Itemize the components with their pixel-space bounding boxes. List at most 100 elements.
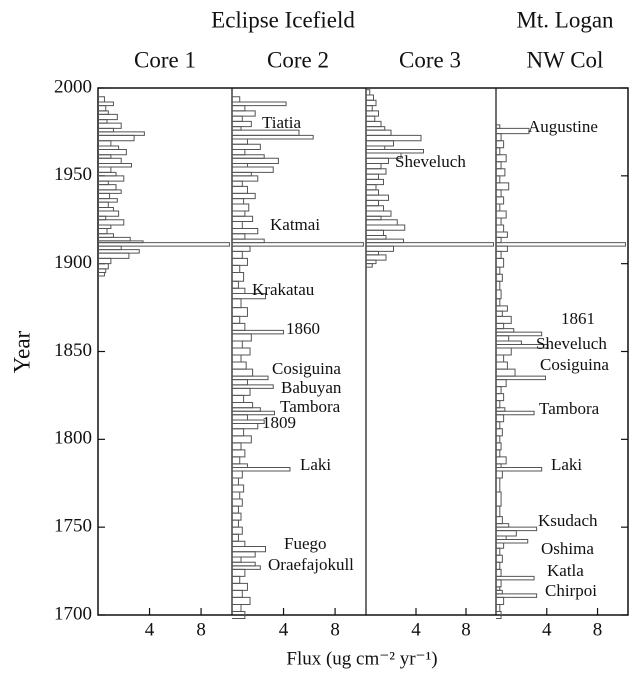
flux-step bbox=[232, 298, 242, 309]
flux-step bbox=[366, 99, 377, 107]
flux-step bbox=[232, 329, 285, 335]
flux-step bbox=[232, 545, 266, 553]
flux-step bbox=[366, 242, 494, 247]
panel-title: Core 3 bbox=[399, 47, 461, 72]
flux-step bbox=[98, 113, 118, 121]
flux-step bbox=[232, 163, 248, 168]
flux-step bbox=[496, 428, 503, 437]
flux-step bbox=[496, 491, 502, 507]
flux-step bbox=[232, 245, 251, 252]
flux-step bbox=[366, 229, 384, 237]
panel-title: Core 1 bbox=[134, 47, 196, 72]
flux-step bbox=[232, 154, 265, 159]
flux-step bbox=[98, 131, 145, 136]
flux-step bbox=[496, 335, 510, 342]
flux-step bbox=[232, 589, 243, 598]
flux-step bbox=[496, 470, 503, 479]
flux-step bbox=[232, 610, 246, 620]
flux-step bbox=[496, 535, 507, 540]
flux-step bbox=[496, 242, 626, 247]
flux-step bbox=[98, 101, 114, 107]
flux-step bbox=[366, 157, 389, 165]
flux-step bbox=[496, 154, 507, 163]
flux-step bbox=[232, 582, 248, 591]
flux-step bbox=[232, 565, 261, 570]
flux-step bbox=[366, 126, 386, 131]
flux-step bbox=[232, 477, 239, 486]
flux-step bbox=[496, 516, 503, 525]
flux-step bbox=[366, 105, 373, 112]
eruption-label: Tambora bbox=[539, 399, 600, 418]
flux-step bbox=[496, 442, 502, 451]
eruption-label: 1861 bbox=[561, 309, 595, 328]
flux-step bbox=[366, 178, 384, 186]
flux-step bbox=[366, 250, 379, 256]
flux-step bbox=[98, 110, 109, 115]
eruption-label: Sheveluch bbox=[536, 334, 607, 353]
eruption-label: Oshima bbox=[541, 539, 594, 558]
flux-step bbox=[232, 250, 243, 259]
flux-step bbox=[232, 435, 252, 444]
flux-step bbox=[232, 143, 261, 150]
y-tick-label: 1800 bbox=[54, 428, 92, 449]
flux-step bbox=[496, 463, 502, 468]
flux-step bbox=[232, 498, 243, 507]
flux-step bbox=[496, 315, 512, 324]
flux-step bbox=[98, 140, 112, 147]
flux-step bbox=[232, 505, 239, 514]
flux-step bbox=[232, 561, 256, 567]
flux-step bbox=[98, 257, 112, 265]
eruption-label: Sheveluch bbox=[395, 152, 466, 171]
flux-step bbox=[496, 538, 529, 544]
flux-step bbox=[98, 166, 112, 173]
flux-step bbox=[232, 126, 242, 131]
flux-step bbox=[232, 368, 254, 377]
flux-step bbox=[496, 523, 510, 528]
flux-step bbox=[366, 194, 389, 201]
flux-step bbox=[98, 219, 125, 226]
eruption-label: Katla bbox=[547, 561, 584, 580]
flux-step bbox=[496, 161, 502, 170]
flux-step bbox=[232, 340, 243, 349]
flux-step bbox=[232, 134, 314, 140]
flux-step bbox=[366, 189, 379, 196]
flux-step bbox=[496, 354, 505, 363]
flux-step bbox=[366, 263, 373, 268]
flux-step bbox=[98, 157, 122, 165]
flux-step bbox=[98, 268, 107, 273]
flux-step bbox=[232, 198, 245, 205]
flux-step bbox=[232, 361, 247, 370]
flux-step bbox=[232, 347, 251, 356]
flux-step bbox=[232, 110, 256, 117]
eruption-label: Tambora bbox=[280, 397, 341, 416]
flux-step bbox=[496, 568, 502, 577]
flux-step bbox=[98, 233, 114, 238]
flux-step bbox=[232, 333, 252, 342]
panel-title: Core 2 bbox=[267, 47, 329, 72]
panel-title: NW Col bbox=[527, 47, 604, 72]
eruption-label: Tiatia bbox=[262, 113, 302, 132]
y-tick-label: 1950 bbox=[54, 164, 92, 185]
flux-step bbox=[232, 556, 242, 563]
flux-step bbox=[232, 238, 265, 244]
flux-step bbox=[496, 410, 535, 416]
flux-step bbox=[496, 361, 508, 370]
flux-step bbox=[366, 235, 387, 240]
flux-step bbox=[366, 215, 382, 221]
flux-step bbox=[232, 287, 246, 295]
flux-step bbox=[366, 168, 387, 175]
flux-step bbox=[496, 610, 502, 620]
flux-step bbox=[496, 257, 505, 268]
flux-step bbox=[232, 512, 242, 521]
group-title: Eclipse Icefield bbox=[211, 7, 355, 32]
flux-step bbox=[232, 419, 265, 425]
flux-step bbox=[366, 115, 376, 122]
flux-step bbox=[232, 215, 254, 223]
flux-step bbox=[232, 375, 269, 381]
flux-step bbox=[496, 579, 502, 588]
eruption-label: 1809 bbox=[262, 413, 296, 432]
flux-step bbox=[232, 470, 243, 479]
flux-step bbox=[366, 245, 394, 252]
flux-step bbox=[496, 196, 505, 205]
flux-step bbox=[496, 456, 507, 465]
